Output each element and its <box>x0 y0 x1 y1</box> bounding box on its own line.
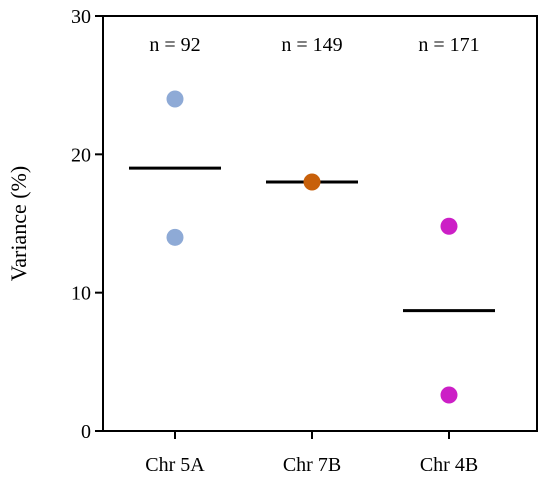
sample-size-label: n = 171 <box>418 34 479 56</box>
sample-size-label: n = 92 <box>149 34 200 56</box>
data-point <box>440 386 458 404</box>
sample-size-label: n = 149 <box>281 34 342 56</box>
sample-size-annotations: n = 92 n = 149 n = 171 <box>149 34 479 56</box>
y-axis-label: Variance (%) <box>6 166 31 281</box>
x-category-label: Chr 4B <box>420 454 478 476</box>
y-tick-label: 0 <box>81 421 91 443</box>
data-point <box>166 228 184 246</box>
data-marks <box>129 90 495 404</box>
y-tick-label: 10 <box>71 283 91 305</box>
x-category-label: Chr 7B <box>283 454 341 476</box>
x-category-label: Chr 5A <box>145 454 205 476</box>
plot-frame <box>102 15 538 432</box>
x-axis: Chr 5A Chr 7B Chr 4B <box>145 431 478 476</box>
data-point <box>303 173 321 191</box>
y-tick-label: 30 <box>71 6 91 28</box>
y-axis: 0 10 20 30 <box>71 6 103 443</box>
y-tick-label: 20 <box>71 144 91 166</box>
data-point <box>166 90 184 108</box>
data-point <box>440 217 458 235</box>
